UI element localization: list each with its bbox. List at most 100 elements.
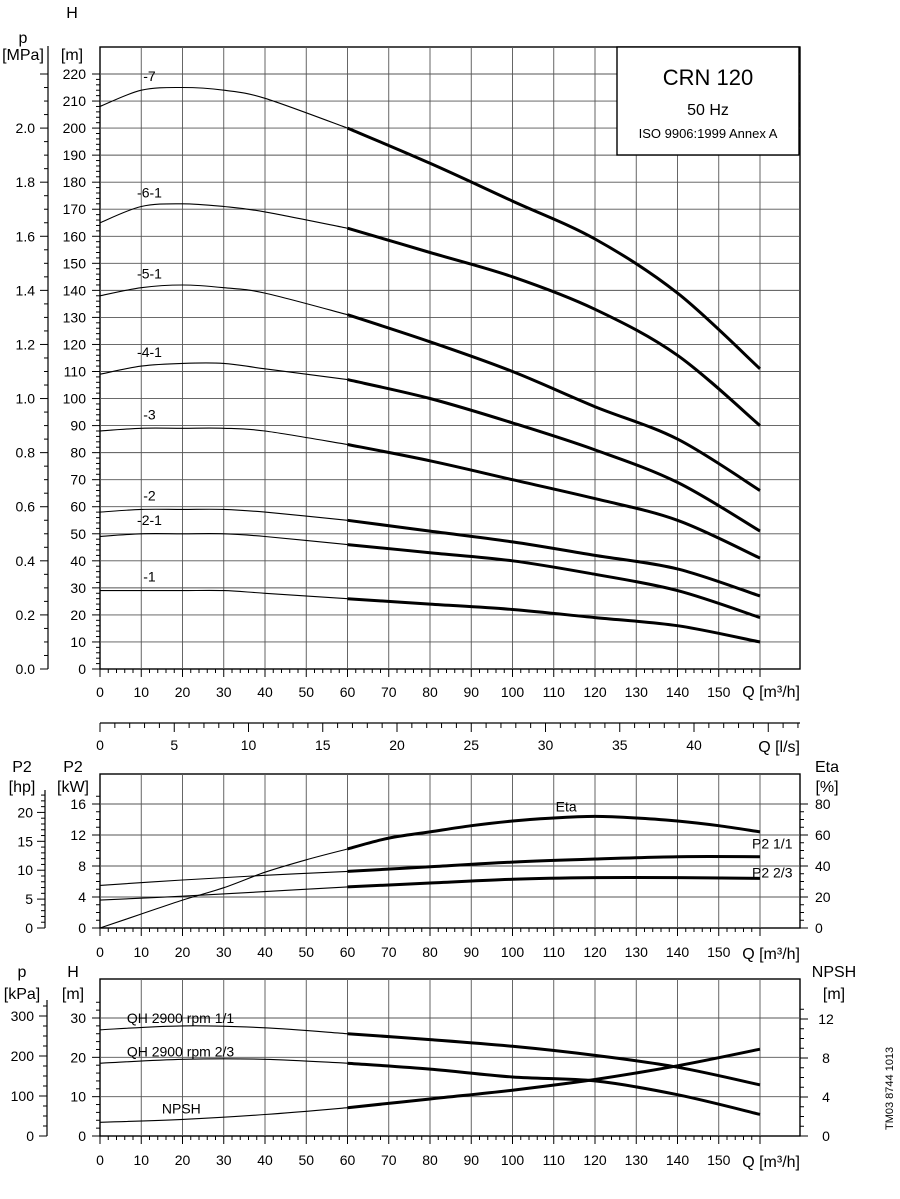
qh-h-tick-label: 190 — [63, 147, 87, 163]
qh-x-tick-label: 90 — [463, 684, 479, 700]
qh-p-tick-label: 2.0 — [16, 120, 36, 136]
npsh-qh-2900-rpm-1-1-curve-low — [99, 1025, 348, 1035]
npsh-x-tick-label: 80 — [422, 1152, 438, 1168]
npsh-p-tick-label: 0 — [26, 1128, 34, 1144]
power-kw-tick-label: 0 — [78, 920, 86, 936]
qh-h-tick-label: 100 — [63, 391, 87, 407]
power-kw-tick-label: 8 — [78, 858, 86, 874]
npsh-h-axis-title: H — [67, 964, 79, 981]
qh-7-curve-low — [99, 86, 348, 129]
power-x-tick-label: 50 — [298, 944, 314, 960]
qh-x-tick-label: 130 — [625, 684, 649, 700]
model-name: CRN 120 — [663, 65, 753, 90]
qh-h-tick-label: 80 — [70, 445, 86, 461]
qh-series-label-1: -1 — [143, 569, 156, 585]
power-eta-curve-high — [347, 814, 761, 851]
ls-axis-tick-label: 15 — [315, 737, 331, 753]
frequency-label: 50 Hz — [687, 102, 729, 119]
power-eta-tick-label: 40 — [815, 858, 831, 874]
qh-p-tick-label: 1.0 — [16, 391, 36, 407]
ls-axis-label: Q [l/s] — [758, 739, 800, 756]
power-kw-axis-unit: [kW] — [57, 779, 89, 796]
qh-x-tick-label: 150 — [707, 684, 731, 700]
qh-h-tick-label: 110 — [64, 364, 87, 380]
qh-x-tick-label: 20 — [175, 684, 191, 700]
qh-h-tick-label: 30 — [70, 580, 86, 596]
ls-axis-tick-label: 25 — [463, 737, 479, 753]
qh-h-tick-label: 60 — [70, 499, 86, 515]
npsh-x-tick-label: 60 — [340, 1152, 356, 1168]
npsh-qh-2900-rpm-2-3-curve-high — [347, 1061, 761, 1116]
power-eta-tick-label: 60 — [815, 827, 831, 843]
qh-x-tick-label: 80 — [422, 684, 438, 700]
qh-1-curve-low — [100, 589, 348, 600]
qh-h-tick-label: 10 — [70, 634, 86, 650]
power-kw-axis-title: P2 — [63, 759, 83, 776]
power-eta-curve-low — [99, 848, 348, 929]
power-x-tick-label: 0 — [96, 944, 104, 960]
qh-x-tick-label: 140 — [666, 684, 690, 700]
qh-series-label-4-1: -4-1 — [137, 344, 162, 360]
drawing-code: TM03 8744 1013 — [884, 1047, 896, 1130]
power-chart-curves: Eta P2 1/1 P2 2/3 — [99, 798, 793, 929]
qh-h-tick-label: 150 — [63, 255, 87, 271]
npsh-npsh-curve-low — [99, 1107, 348, 1123]
qh-p-tick-label: 0.2 — [16, 607, 36, 623]
npsh-p-tick-label: 100 — [11, 1088, 35, 1104]
qh-x-tick-label: 100 — [501, 684, 525, 700]
power-chart-axes: 0 10 20 30 40 50 60 70 80 90 100 110 120 130 140 150 Q [… — [9, 759, 839, 963]
qh-series-label-5-1: -5-1 — [137, 266, 162, 282]
npsh-series-label-qh-2-3: QH 2900 rpm 2/3 — [127, 1043, 235, 1059]
npsh-h-tick-label: 30 — [70, 1010, 86, 1026]
power-eta-axis-unit: [%] — [815, 779, 838, 796]
qh-frame — [99, 46, 801, 670]
qh-h-tick-label: 50 — [70, 526, 86, 542]
power-x-tick-label: 40 — [257, 944, 273, 960]
qh-series-label-2: -2 — [143, 487, 156, 503]
qh-series-label-3: -3 — [143, 406, 156, 422]
power-p2-2-3-curve-low — [99, 886, 348, 901]
qh-h-tick-label: 160 — [63, 228, 87, 244]
ls-axis-tick-label: 40 — [686, 737, 702, 753]
npsh-x-tick-label: 0 — [96, 1152, 104, 1168]
qh-x-tick-label: 110 — [543, 684, 566, 700]
qh-h-tick-label: 20 — [70, 607, 86, 623]
npsh-x-tick-label: 100 — [501, 1152, 525, 1168]
power-hp-axis-title: P2 — [12, 759, 32, 776]
npsh-x-tick-label: 140 — [666, 1152, 690, 1168]
qh-h-tick-label: 140 — [63, 282, 87, 298]
npsh-series-label-npsh: NPSH — [162, 1100, 201, 1116]
power-x-tick-label: 70 — [381, 944, 397, 960]
power-hp-tick-label: 5 — [25, 891, 33, 907]
power-kw-tick-label: 16 — [70, 796, 86, 812]
qh-1-curve-high — [347, 597, 761, 644]
power-hp-tick-label: 20 — [17, 804, 33, 820]
npsh-right-tick-label: 0 — [822, 1128, 830, 1144]
qh-p-tick-label: 0.4 — [16, 553, 36, 569]
qh-chart-axes: 0 10 20 30 40 50 60 70 80 90 100 110 120 130 140 150 Q [… — [2, 5, 800, 701]
qh-4-1-curve-high — [347, 378, 761, 533]
power-series-label-p2-2-3: P2 2/3 — [752, 864, 793, 880]
npsh-series-label-qh-1-1: QH 2900 rpm 1/1 — [127, 1010, 235, 1026]
power-frame — [99, 773, 801, 929]
npsh-x-tick-label: 40 — [257, 1152, 273, 1168]
qh-6-1-curve-low — [99, 203, 348, 229]
qh-x-axis-label: Q [m³/h] — [742, 684, 800, 701]
npsh-right-axis-title: NPSH — [812, 964, 856, 981]
power-hp-tick-label: 0 — [25, 920, 33, 936]
power-x-tick-label: 60 — [340, 944, 356, 960]
title-box: CRN 120 50 Hz ISO 9906:1999 Annex A — [616, 46, 800, 156]
power-x-tick-label: 110 — [543, 944, 566, 960]
npsh-right-tick-label: 4 — [822, 1089, 830, 1105]
qh-3-curve-high — [347, 443, 761, 560]
npsh-p-tick-label: 200 — [11, 1048, 35, 1064]
qh-x-tick-label: 0 — [96, 684, 104, 700]
qh-p-tick-label: 1.8 — [16, 174, 36, 190]
npsh-right-axis-unit: [m] — [823, 986, 845, 1003]
power-kw-tick-label: 12 — [70, 827, 86, 843]
power-x-tick-label: 150 — [707, 944, 731, 960]
qh-series-label-6-1: -6-1 — [137, 185, 162, 201]
power-x-tick-label: 100 — [501, 944, 525, 960]
ls-axis-tick-label: 30 — [538, 737, 554, 753]
